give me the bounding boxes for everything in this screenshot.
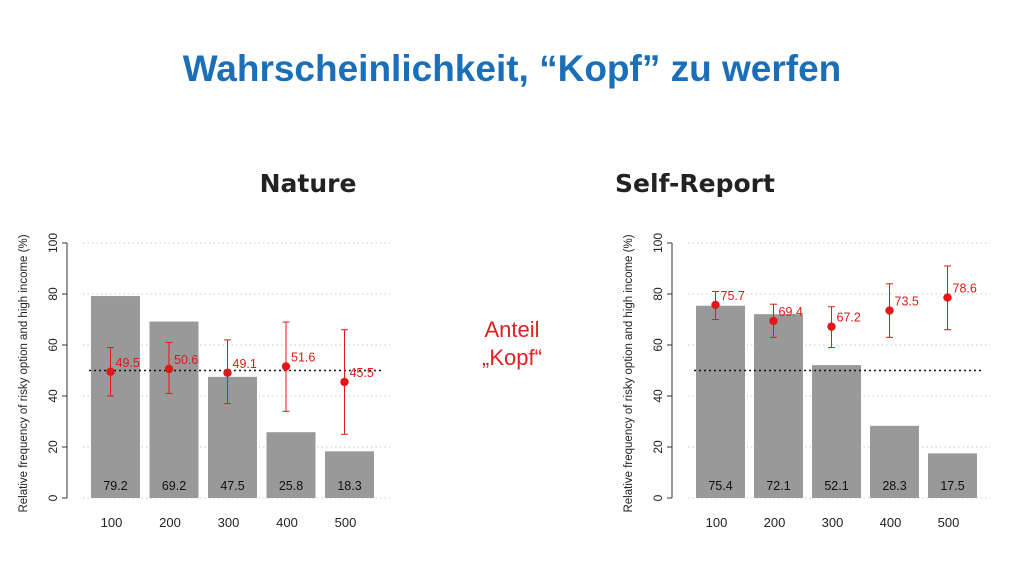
y-axis-label: Relative frequency of risky option and h…	[623, 234, 635, 512]
point-value-label: 45.5	[350, 366, 374, 380]
point-value-label: 49.1	[233, 357, 257, 371]
y-tick-label: 0	[46, 494, 60, 501]
y-tick-label: 80	[46, 287, 60, 301]
bar	[812, 365, 861, 498]
point-value-label: 75.7	[721, 289, 745, 303]
data-point	[943, 293, 952, 302]
y-tick-label: 40	[651, 389, 665, 403]
x-tick-label: 300	[822, 515, 844, 530]
point-value-label: 69.4	[779, 305, 803, 319]
bar	[91, 296, 140, 498]
data-point	[281, 362, 291, 371]
x-tick-label: 400	[880, 515, 902, 530]
bar-value-label: 28.3	[882, 479, 906, 493]
y-tick-label: 60	[46, 338, 60, 352]
bar-value-label: 47.5	[220, 479, 244, 493]
y-tick-label: 100	[651, 233, 665, 253]
bar-value-label: 25.8	[279, 479, 303, 493]
x-tick-label: 100	[101, 515, 123, 530]
y-tick-label: 0	[651, 494, 665, 501]
bar-value-label: 75.4	[708, 479, 732, 493]
annotation-line-2: „Kopf“	[482, 345, 542, 370]
bar	[754, 314, 803, 498]
bar	[696, 305, 745, 498]
slide-title: Wahrscheinlichkeit, “Kopf” zu werfen	[182, 48, 842, 89]
point-value-label: 73.5	[895, 295, 919, 309]
x-tick-label: 500	[335, 515, 357, 530]
y-tick-label: 60	[651, 338, 665, 352]
y-tick-label: 20	[46, 440, 60, 454]
x-tick-label: 200	[764, 515, 786, 530]
chart-title: Self-Report	[615, 169, 775, 198]
bar	[208, 376, 257, 498]
point-value-label: 51.6	[291, 350, 315, 364]
data-point	[106, 367, 115, 376]
data-point	[223, 368, 232, 377]
x-tick-label: 300	[218, 515, 240, 530]
bar-value-label: 17.5	[940, 479, 964, 493]
y-tick-label: 40	[46, 389, 60, 403]
x-tick-label: 200	[159, 515, 181, 530]
data-point	[827, 322, 836, 331]
bar-value-label: 18.3	[337, 479, 361, 493]
bar	[325, 451, 374, 498]
data-point	[340, 377, 349, 387]
y-axis-label: Relative frequency of risky option and h…	[18, 234, 30, 512]
point-value-label: 49.5	[116, 356, 140, 370]
chart-nature: Nature Relative frequency of risky option…	[18, 169, 390, 530]
annotation-line-1: Anteil	[484, 317, 540, 342]
bar	[149, 321, 199, 498]
point-value-label: 67.2	[837, 311, 861, 325]
bar	[870, 425, 919, 498]
y-tick-label: 80	[651, 287, 665, 301]
bar	[266, 432, 316, 498]
bar-value-label: 52.1	[824, 479, 848, 493]
bar-value-label: 69.2	[162, 479, 186, 493]
chart-self-report: Self-Report Relative frequency of risky o…	[615, 169, 990, 530]
data-point	[164, 364, 174, 374]
y-tick-label: 100	[46, 233, 60, 253]
x-tick-label: 500	[938, 515, 960, 530]
bar	[928, 453, 977, 498]
annotation-anteil-kopf: Anteil „Kopf“	[462, 316, 562, 372]
data-point	[885, 306, 894, 315]
point-value-label: 50.6	[174, 353, 198, 367]
data-point	[711, 300, 720, 310]
x-tick-label: 100	[706, 515, 728, 530]
bar-value-label: 79.2	[103, 479, 127, 493]
chart-title: Nature	[260, 169, 357, 198]
bar-value-label: 72.1	[766, 479, 790, 493]
data-point	[769, 316, 778, 326]
x-tick-label: 400	[276, 515, 298, 530]
point-value-label: 78.6	[953, 282, 977, 296]
y-tick-label: 20	[651, 440, 665, 454]
